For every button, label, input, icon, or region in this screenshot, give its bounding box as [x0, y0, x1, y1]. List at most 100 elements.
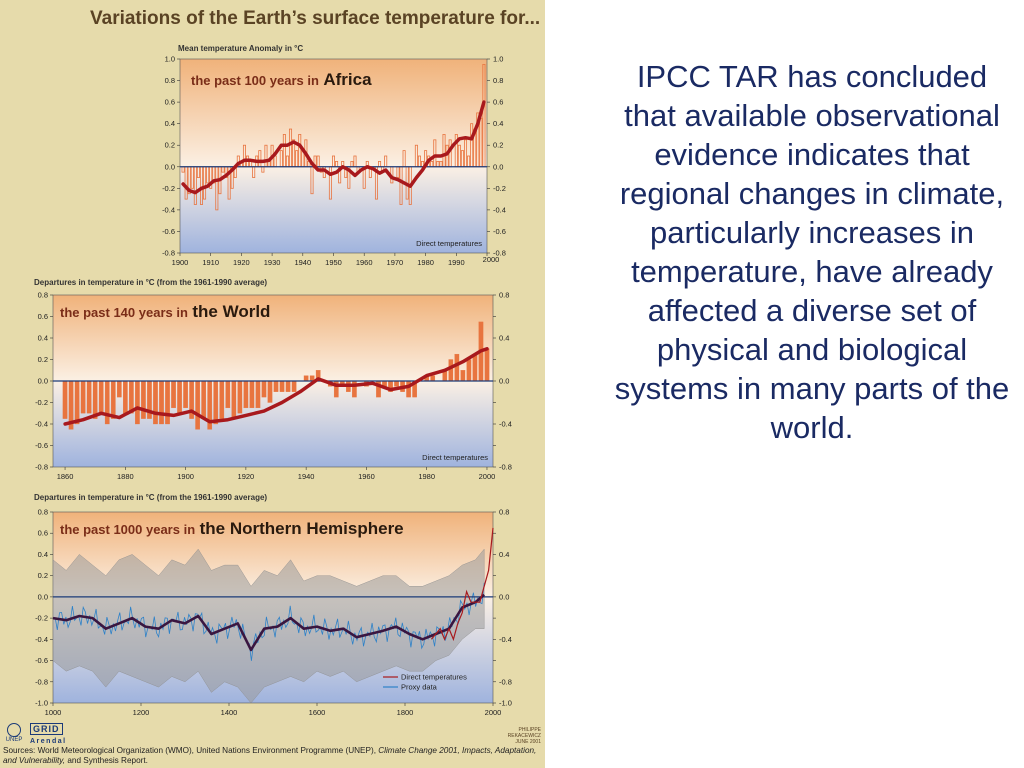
x-tick-label: 1800 [397, 708, 414, 717]
x-tick-label: 1970 [387, 258, 404, 267]
y-tick-label-right: 0.6 [493, 98, 503, 107]
poster: Variations of the Earth’s surface temper… [0, 0, 545, 768]
poster-title: Variations of the Earth’s surface temper… [90, 8, 541, 29]
y-tick-label-left: 0.4 [165, 119, 175, 128]
grid-arendal-logo: GRID Arendal [30, 723, 67, 745]
x-tick-label: 1600 [309, 708, 326, 717]
y-tick-label-left: 1.0 [165, 55, 175, 64]
temperature-bar [472, 353, 478, 382]
axis-caption-world: Departures in temperature in °C (from th… [34, 278, 268, 287]
y-tick-label-left: -0.2 [162, 184, 175, 193]
temperature-bar [171, 380, 176, 409]
chart-northern-hemisphere: Departures in temperature in °C (from th… [0, 490, 545, 725]
y-tick-label-left: 0.4 [38, 334, 48, 343]
temperature-bar [255, 380, 261, 409]
x-tick-label: 1960 [356, 258, 373, 267]
y-tick-label-right: -0.6 [493, 227, 506, 236]
x-tick-label: 1960 [358, 472, 375, 481]
x-tick-label: 1900 [172, 258, 189, 267]
temperature-bar [243, 380, 249, 409]
panel-label-nh-prefix: the past 1000 years in [60, 522, 196, 537]
y-tick-label-left: 0.2 [165, 141, 175, 150]
temperature-bar [141, 380, 146, 419]
y-tick-label-right: 0.4 [499, 334, 509, 343]
temperature-bar [80, 380, 86, 414]
smoothed-trend-line [63, 347, 489, 426]
y-tick-label-left: -0.4 [35, 635, 48, 644]
y-tick-label-left: 0.6 [38, 529, 48, 538]
x-tick-label: 1950 [325, 258, 342, 267]
x-tick-label: 2000 [483, 255, 500, 264]
y-tick-label-left: 0.8 [165, 76, 175, 85]
panel-label-africa-prefix: the past 100 years in [191, 73, 319, 88]
y-tick-label-right: 0.0 [499, 592, 509, 601]
temperature-bar [219, 380, 225, 419]
y-tick-label-left: -0.8 [35, 677, 48, 686]
temperature-bar [86, 380, 92, 414]
temperature-bar [135, 380, 140, 425]
axis-caption-nh: Departures in temperature in °C (from th… [34, 493, 268, 502]
sources-prefix: Sources: World Meteorological Organizati… [3, 746, 379, 755]
temperature-bar [98, 380, 104, 414]
y-tick-label-right: -0.8 [499, 463, 512, 472]
y-tick-label-left: 0.6 [165, 98, 175, 107]
temperature-bar [249, 380, 255, 409]
y-tick-label-right: -0.4 [499, 420, 512, 429]
temperature-bar [484, 348, 490, 382]
panel-label-nh-region: the Northern Hemisphere [199, 519, 404, 538]
x-tick-label: 1200 [133, 708, 150, 717]
designer-stamp: PHILIPPE REKACEWICZ JUNE 2001 [507, 727, 541, 745]
temperature-bar [177, 380, 182, 414]
y-tick-label-right: 0.8 [499, 508, 509, 517]
temperature-bar [430, 375, 436, 382]
chart-world: Departures in temperature in °C (from th… [0, 275, 545, 490]
temperature-bar [92, 380, 98, 419]
x-tick-label: 1940 [298, 472, 315, 481]
temperature-bar [201, 380, 207, 419]
y-tick-label-left: 0.8 [38, 291, 48, 300]
temperature-bar [279, 380, 285, 392]
temperature-bar [231, 380, 237, 419]
panel-label-world-region: the World [192, 302, 271, 321]
temperature-bar [165, 380, 170, 425]
panel-label-world: the past 140 years in the World [60, 302, 270, 322]
logo-area: UNEP GRID Arendal [4, 723, 74, 745]
y-tick-label-left: -0.8 [35, 463, 48, 472]
y-tick-label-left: 0.2 [38, 355, 48, 364]
smoothed-trend-line [181, 100, 486, 195]
temperature-bar [285, 380, 291, 392]
temperature-bar [291, 380, 297, 392]
temperature-bar [123, 380, 128, 414]
y-tick-label-right: 0.8 [493, 76, 503, 85]
temperature-bar [213, 380, 219, 425]
proxy-trend-line [52, 593, 486, 652]
temperature-bar [454, 353, 460, 382]
chart-africa-svg: 1.0 1.0 0.8 0.8 0.6 0.6 0.4 0.4 0.2 0.2 0.0 0.0 -0.2… [162, 55, 506, 268]
y-tick-label-right: -0.4 [493, 205, 506, 214]
chart-africa: Mean temperature Anomaly in °C 1.0 1.0 0.8… [0, 40, 545, 275]
temperature-bar [225, 380, 231, 409]
y-tick-label-right: 0.2 [493, 141, 503, 150]
direct-temperatures-line [430, 527, 494, 642]
y-tick-label-right: -0.2 [493, 184, 506, 193]
grid-logo-text: GRID [30, 723, 63, 735]
temperature-bar [466, 359, 472, 382]
x-tick-label: 2000 [485, 708, 502, 717]
legend-direct-temperatures: Direct temperatures [416, 239, 482, 248]
legend-direct-temperatures: Direct temperatures [422, 453, 488, 462]
legend-direct-temperatures: Direct temperatures [401, 673, 467, 682]
y-tick-label-right: 1.0 [493, 55, 503, 64]
temperature-bar [62, 380, 68, 419]
y-tick-label-right: -0.4 [499, 635, 512, 644]
temperature-bar [394, 380, 399, 387]
y-tick-label-left: 0.6 [38, 312, 48, 321]
x-tick-label: 1990 [448, 258, 465, 267]
y-tick-label-left: 0.4 [38, 550, 48, 559]
temperature-bar [448, 359, 454, 382]
temperature-bar [110, 380, 116, 419]
temperature-bar [303, 375, 309, 382]
unep-logo: UNEP [4, 723, 24, 745]
temperature-bar [195, 380, 200, 430]
x-tick-label: 1860 [57, 472, 74, 481]
temperature-bar [183, 380, 188, 409]
